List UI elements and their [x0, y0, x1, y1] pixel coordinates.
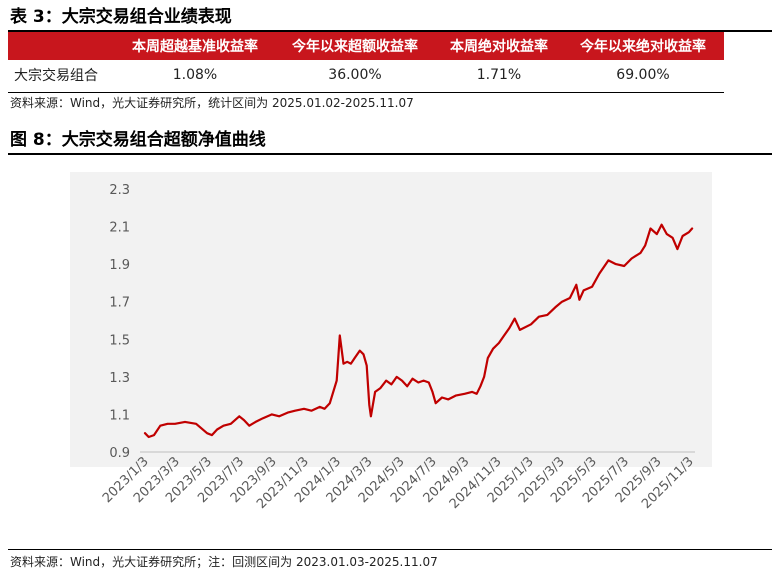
- figure-source-note: 资料来源：Wind，光大证券研究所；注：回测区间为 2023.01.03-202…: [10, 555, 438, 569]
- y-tick-label: 1.9: [109, 258, 130, 273]
- y-tick-label: 1.1: [109, 408, 130, 423]
- y-tick-label: 1.3: [109, 371, 130, 386]
- chart-plot-background: [70, 172, 712, 467]
- header-weekly-excess-return: 本周超越基准收益率: [116, 32, 274, 60]
- performance-table: 本周超越基准收益率 今年以来超额收益率 本周绝对收益率 今年以来绝对收益率 大宗…: [8, 32, 724, 90]
- weekly-excess-return-cell: 1.08%: [172, 67, 218, 83]
- figure-section-title: 图 8：大宗交易组合超额净值曲线: [10, 130, 266, 150]
- weekly-absolute-return-cell: 1.71%: [476, 67, 522, 83]
- y-tick-label: 0.9: [109, 446, 130, 461]
- y-tick-label: 2.3: [109, 183, 130, 198]
- figure-title-rule: [8, 153, 772, 155]
- table-section-title: 表 3：大宗交易组合业绩表现: [10, 7, 232, 27]
- y-tick-label: 2.1: [109, 221, 130, 236]
- ytd-excess-return-cell: 36.00%: [328, 67, 382, 83]
- y-tick-label: 1.7: [109, 296, 130, 311]
- header-weekly-absolute-return: 本周绝对收益率: [436, 32, 562, 60]
- table-header-row: 本周超越基准收益率 今年以来超额收益率 本周绝对收益率 今年以来绝对收益率: [8, 32, 724, 60]
- table-source-note: 资料来源：Wind，光大证券研究所，统计区间为 2025.01.02-2025.…: [10, 96, 414, 110]
- header-ytd-absolute-return: 今年以来绝对收益率: [562, 32, 724, 60]
- table-title-rule: [8, 30, 772, 32]
- header-corner: [8, 32, 116, 60]
- portfolio-name-cell: 大宗交易组合: [14, 68, 98, 84]
- figure-bottom-rule: [8, 549, 772, 550]
- y-tick-label: 1.5: [109, 333, 130, 348]
- excess-nav-series-line: [143, 223, 694, 439]
- header-ytd-excess-return: 今年以来超额收益率: [274, 32, 436, 60]
- table-bottom-rule: [8, 92, 724, 93]
- table-row: 大宗交易组合 1.08% 36.00% 1.71% 69.00%: [8, 60, 724, 90]
- ytd-absolute-return-cell: 69.00%: [616, 67, 670, 83]
